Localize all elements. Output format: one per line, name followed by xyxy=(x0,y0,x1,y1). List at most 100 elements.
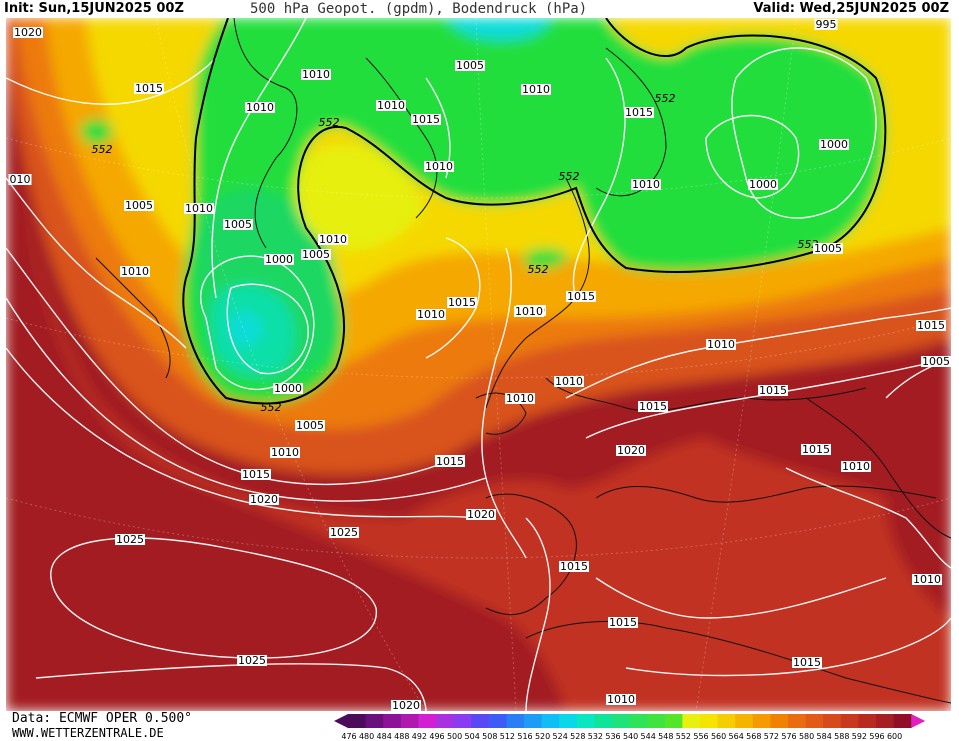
colorbar-swatch xyxy=(612,714,631,728)
pressure-label-bg xyxy=(616,445,646,456)
pressure-label: 1015 xyxy=(625,106,653,119)
pressure-label-bg xyxy=(801,444,831,455)
pressure-label-bg xyxy=(916,320,946,331)
colorbar-swatches xyxy=(334,714,926,728)
colorbar-tick-label: 564 xyxy=(729,732,744,741)
colorbar-tick-label: 528 xyxy=(570,732,585,741)
pressure-label: 1000 xyxy=(820,138,848,151)
pressure-label-bg xyxy=(264,254,294,265)
colorbar-swatch xyxy=(541,714,560,728)
colorbar-swatch xyxy=(788,714,807,728)
pressure-label-bg xyxy=(301,69,331,80)
colorbar-tick-label: 524 xyxy=(553,732,568,741)
pressure-label-bg xyxy=(329,527,359,538)
colorbar-tick-label: 488 xyxy=(394,732,409,741)
chart-title: 500 hPa Geopot. (gpdm), Bodendruck (hPa) xyxy=(250,1,588,17)
pressure-label-bg xyxy=(608,617,638,628)
colorbar-tick-label: 480 xyxy=(359,732,374,741)
colorbar-swatch xyxy=(471,714,490,728)
pressure-label: 1010 xyxy=(121,265,149,278)
colorbar-swatch xyxy=(876,714,895,728)
pressure-label: 1025 xyxy=(238,654,266,667)
coastlines xyxy=(95,18,951,704)
colorbar-swatch xyxy=(893,714,912,728)
colorbar-swatch xyxy=(594,714,613,728)
colorbar-swatch xyxy=(647,714,666,728)
colorbar-tick-label: 532 xyxy=(588,732,603,741)
colorbar-labels: 476 480 484 488 492 496 500 504 508 512 516 520 524 5… xyxy=(341,732,902,741)
pressure-label: 1010 xyxy=(555,375,583,388)
fill-green-small xyxy=(80,119,113,146)
fill-yellow-2 xyxy=(295,144,426,251)
pressure-label: 1015 xyxy=(560,560,588,573)
colorbar-tick-label: 576 xyxy=(781,732,796,741)
pressure-label: 1010 xyxy=(319,233,347,246)
pressure-label-bg xyxy=(115,534,145,545)
pressure-label-bg xyxy=(270,447,300,458)
colorbar-tick-label: 504 xyxy=(465,732,480,741)
pressure-label: 1005 xyxy=(456,59,484,72)
pressure-label-bg xyxy=(606,694,636,705)
colorbar-tick-label: 540 xyxy=(623,732,638,741)
colorbar-swatch xyxy=(488,714,507,728)
geopotential-552-contour xyxy=(182,18,887,405)
pressure-label: 1010 xyxy=(522,83,550,96)
colorbar-tick-label: 552 xyxy=(676,732,691,741)
pressure-label: 1010 xyxy=(417,308,445,321)
pressure-label: 1015 xyxy=(917,319,945,332)
pressure-label-bg xyxy=(237,655,267,666)
colorbar-swatch xyxy=(559,714,578,728)
pressure-label-bg xyxy=(912,574,942,585)
pressure-label: 1010 xyxy=(632,178,660,191)
pressure-label: 1015 xyxy=(436,455,464,468)
pressure-label: 1005 xyxy=(302,248,330,261)
pressure-label-bg xyxy=(748,179,778,190)
colorbar-tick-label: 600 xyxy=(887,732,902,741)
fill-cyan-2 xyxy=(446,18,551,40)
pressure-label-bg xyxy=(241,469,271,480)
pressure-label: 1000 xyxy=(274,382,302,395)
pressure-label-bg xyxy=(391,700,421,711)
pressure-label-bg xyxy=(706,339,736,350)
colorbar-tick-label: 580 xyxy=(799,732,814,741)
pressure-label-bg xyxy=(120,266,150,277)
pressure-label-bg xyxy=(424,161,454,172)
pressure-label-bg xyxy=(416,309,446,320)
geopotential-label: 552 xyxy=(528,263,549,276)
pressure-label-bg xyxy=(814,19,838,30)
colorbar-tick-label: 476 xyxy=(341,732,356,741)
pressure-label-bg xyxy=(455,60,485,71)
pressure-label: 1005 xyxy=(814,242,842,255)
colorbar-swatch xyxy=(752,714,771,728)
website-label: WWW.WETTERZENTRALE.DE xyxy=(12,726,164,740)
pressure-label-bg xyxy=(249,494,279,505)
colorbar-tick-label: 496 xyxy=(429,732,444,741)
pressure-label-bg xyxy=(554,376,584,387)
colorbar-swatch xyxy=(629,714,648,728)
geopotential-fill xyxy=(6,18,951,711)
pressure-label-bg xyxy=(466,509,496,520)
fill-red xyxy=(6,128,951,711)
pressure-label-bg xyxy=(624,107,654,118)
pressure-label: 1010 xyxy=(302,68,330,81)
pressure-label-bg xyxy=(134,83,164,94)
pressure-label: 1005 xyxy=(125,199,153,212)
pressure-label-bg xyxy=(813,243,843,254)
colorbar-swatch xyxy=(840,714,859,728)
colorbar-swatch xyxy=(453,714,472,728)
pressure-label-bg xyxy=(631,179,661,190)
pressure-label: 995 xyxy=(816,18,837,31)
colorbar-swatch xyxy=(805,714,824,728)
colorbar-tick-label: 520 xyxy=(535,732,550,741)
pressure-label: 1010 xyxy=(913,573,941,586)
pressure-label-bg xyxy=(514,306,544,317)
pressure-label-bg xyxy=(841,461,871,472)
colorbar-swatch xyxy=(770,714,789,728)
colorbar-swatch xyxy=(400,714,419,728)
pressure-label: 1025 xyxy=(116,533,144,546)
pressure-label: 1010 xyxy=(515,305,543,318)
colorbar-swatch xyxy=(682,714,701,728)
colorbar-tick-label: 596 xyxy=(869,732,884,741)
